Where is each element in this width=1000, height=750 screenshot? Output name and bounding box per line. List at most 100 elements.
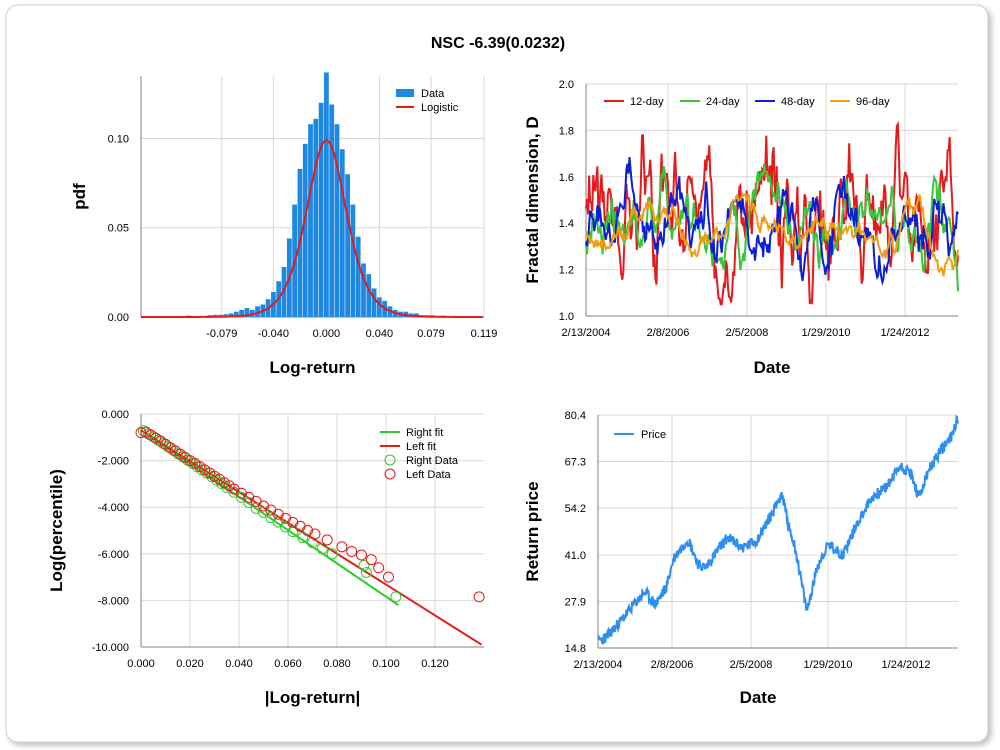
legend-label: Logistic <box>421 102 459 114</box>
x-tick-label: 1/24/2012 <box>881 327 930 339</box>
histogram-bar <box>371 288 377 317</box>
histogram-bar <box>313 118 319 317</box>
x-tick-label: 0.040 <box>366 328 394 340</box>
right-data-point <box>390 591 402 603</box>
histogram-bar <box>366 274 372 317</box>
histogram-bar <box>308 124 313 317</box>
y-tick-label: -8.000 <box>98 595 129 607</box>
right-data-point <box>358 559 370 571</box>
chart-card <box>5 4 989 743</box>
x-axis-title: Date <box>754 358 791 377</box>
y-tick-label: -4.000 <box>98 502 129 514</box>
return-price-panel: 14.8 27.9 41.0 54.2 67.3 80.4 2/13/2004 2/8/200… <box>523 410 959 707</box>
legend-label: Right Data <box>406 455 459 467</box>
y-tick-label: 0.05 <box>108 223 129 235</box>
legend-label: 48-day <box>781 96 815 108</box>
x-tick-label: 0.120 <box>421 658 449 670</box>
left-data-point <box>356 549 367 561</box>
y-tick-label: -6.000 <box>98 549 129 561</box>
x-tick-label: 1/24/2012 <box>882 659 931 671</box>
legend-label: Price <box>641 429 666 441</box>
tail-regression-panel: 0.000 0.020 0.040 0.060 0.080 0.100 0.120 0.000… <box>47 409 485 707</box>
x-tick-label: 2/8/2006 <box>651 659 694 671</box>
right-data-point <box>235 491 247 503</box>
series-line-12-day <box>585 120 959 306</box>
histogram-bar <box>339 149 345 317</box>
histogram-bar <box>228 313 234 317</box>
x-tick-label: 0.060 <box>274 658 302 670</box>
histogram-bar <box>334 124 340 317</box>
y-tick-label: 0.000 <box>101 409 129 421</box>
y-axis-title: Fractal dimension, D <box>523 116 542 283</box>
y-tick-label: 1.8 <box>559 125 574 137</box>
x-tick-label: 2/5/2008 <box>726 327 769 339</box>
x-tick-label: 1/29/2010 <box>802 327 851 339</box>
y-tick-label: 80.4 <box>565 410 586 422</box>
x-tick-label: 0.079 <box>417 328 445 340</box>
histogram-bar <box>324 72 329 317</box>
x-tick-label: 0.040 <box>225 658 253 670</box>
legend-label: 12-day <box>630 96 664 108</box>
legend-swatch-right-data <box>384 454 396 466</box>
y-tick-label: 54.2 <box>565 503 586 515</box>
left-data-point <box>336 541 348 553</box>
legend-label: Right fit <box>406 427 443 439</box>
legend-label: Data <box>421 88 445 100</box>
histogram-bar <box>233 311 239 317</box>
right-data-point <box>243 497 255 509</box>
histogram-bar <box>244 308 250 317</box>
left-data-point <box>321 534 333 546</box>
y-tick-label: 0.00 <box>108 312 129 324</box>
legend-swatch-left-data <box>384 468 396 480</box>
x-tick-label: 0.100 <box>372 658 400 670</box>
x-axis-title: |Log-return| <box>265 688 360 707</box>
histogram-bar <box>361 263 366 317</box>
right-data-point <box>258 506 269 518</box>
right-data-point <box>360 566 372 578</box>
x-tick-label: -0.079 <box>206 328 237 340</box>
series-line-96-day <box>585 191 959 277</box>
histogram-bar <box>345 174 350 317</box>
histogram-bar <box>318 102 324 318</box>
y-tick-label: 14.8 <box>565 643 586 655</box>
y-tick-label: 1.4 <box>559 218 574 230</box>
y-tick-label: 1.6 <box>559 172 574 184</box>
y-tick-label: 41.0 <box>565 550 586 562</box>
y-tick-label: 1.0 <box>559 311 574 323</box>
legend-label: 96-day <box>856 96 890 108</box>
histogram-bar <box>255 306 260 317</box>
x-axis-title: Date <box>740 688 777 707</box>
y-tick-label: -10.000 <box>92 642 129 654</box>
right-data-point <box>287 526 299 538</box>
y-axis-title: Return price <box>523 481 542 581</box>
legend-label: Left Data <box>406 469 452 481</box>
right-fit-line <box>140 429 399 606</box>
price-line <box>597 414 959 645</box>
legend-label: 24-day <box>706 96 740 108</box>
fractal-dimension-panel: 1.0 1.2 1.4 1.6 1.8 2.0 2/13/2004 2/8/2006 2/5/2… <box>523 79 959 377</box>
histogram-bar <box>329 104 335 318</box>
x-tick-label: 0.020 <box>176 658 204 670</box>
y-tick-label: 27.9 <box>565 596 586 608</box>
y-tick-label: 67.3 <box>565 457 586 469</box>
x-tick-label: 0.000 <box>313 328 341 340</box>
left-data-point <box>309 528 321 540</box>
chart-title: NSC -6.39(0.0232) <box>431 35 565 52</box>
x-tick-label: 0.119 <box>471 328 498 340</box>
right-data-point <box>307 537 318 549</box>
x-tick-label: 2/5/2008 <box>730 659 773 671</box>
legend-swatch-data <box>396 89 414 97</box>
x-tick-label: 2/8/2006 <box>647 327 690 339</box>
histogram-bar <box>281 267 287 317</box>
left-data-point <box>365 554 377 566</box>
left-data-point <box>373 562 385 574</box>
x-tick-label: 0.080 <box>323 658 351 670</box>
left-data-point <box>302 525 314 536</box>
x-tick-label: 1/29/2010 <box>804 659 853 671</box>
left-data-point <box>346 545 358 557</box>
x-tick-label: 2/13/2004 <box>574 659 623 671</box>
right-data-point <box>326 548 338 560</box>
histogram-bar <box>376 297 382 317</box>
x-tick-label: 2/13/2004 <box>562 327 611 339</box>
